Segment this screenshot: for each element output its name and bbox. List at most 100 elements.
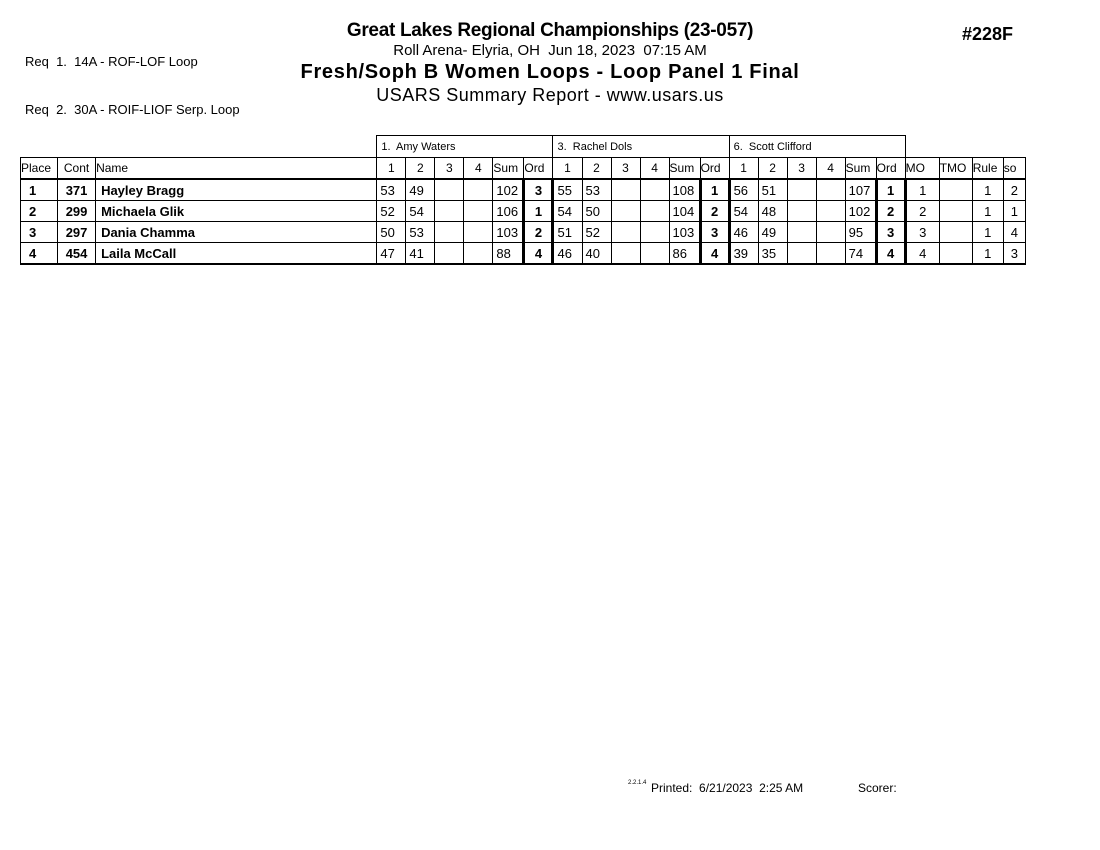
header-trial-2: 2	[757, 157, 788, 180]
sum-cell: 107	[844, 178, 877, 201]
so-cell: 1	[1002, 200, 1027, 222]
score-cell	[815, 221, 846, 243]
so-cell: 4	[1002, 221, 1027, 243]
so-cell: 2	[1002, 178, 1027, 201]
score-cell	[610, 200, 641, 222]
score-cell	[434, 242, 465, 265]
sum-cell: 74	[844, 242, 877, 265]
rule-cell: 1	[971, 200, 1004, 222]
sum-cell: 102	[492, 178, 525, 201]
score-cell: 49	[757, 221, 788, 243]
requirements-block: Req 1. 14A - ROF-LOF Loop Req 2. 30A - R…	[25, 22, 240, 134]
score-cell: 52	[581, 221, 612, 243]
so-cell: 3	[1002, 242, 1027, 265]
header-trial-1: 1	[728, 157, 759, 180]
ord-cell: 4	[522, 242, 555, 265]
score-cell: 53	[405, 221, 436, 243]
score-cell	[639, 221, 670, 243]
header-trial-3: 3	[786, 157, 817, 180]
header-trial-3: 3	[434, 157, 465, 180]
ord-cell: 4	[874, 242, 907, 265]
table-row: 4 454 Laila McCall 47 41 88 4 46 40 86 4 39 35 74 4 4 1 3	[19, 242, 1027, 265]
score-cell: 54	[405, 200, 436, 222]
column-header-row: Place Cont Name 1 2 3 4 Sum Ord 1 2 3 4 …	[19, 157, 1027, 180]
score-cell: 41	[405, 242, 436, 265]
header-trial-4: 4	[815, 157, 846, 180]
sum-cell: 103	[668, 221, 701, 243]
results-tbody: 1 371 Hayley Bragg 53 49 102 3 55 53 108 1 56 51 107 1…	[19, 178, 1027, 265]
name-cell: Laila McCall	[95, 242, 378, 265]
sum-cell: 102	[844, 200, 877, 222]
header-name: Name	[95, 157, 378, 180]
tmo-cell	[938, 221, 973, 243]
sum-cell: 104	[668, 200, 701, 222]
requirement-line-2: Req 2. 30A - ROIF-LIOF Serp. Loop	[25, 102, 240, 117]
place-cell: 2	[19, 200, 59, 222]
rule-cell: 1	[971, 221, 1004, 243]
header-trial-3: 3	[610, 157, 641, 180]
ord-cell: 3	[522, 178, 555, 201]
score-cell	[463, 200, 494, 222]
header-sum: Sum	[668, 157, 701, 180]
score-cell	[815, 200, 846, 222]
header-sum: Sum	[492, 157, 525, 180]
sum-cell: 95	[844, 221, 877, 243]
score-cell	[434, 200, 465, 222]
rule-cell: 1	[971, 242, 1004, 265]
score-cell	[610, 178, 641, 201]
score-cell: 46	[728, 221, 759, 243]
ord-cell: 2	[698, 200, 731, 222]
score-cell: 47	[376, 242, 407, 265]
event-title: Fresh/Soph B Women Loops - Loop Panel 1 …	[300, 61, 800, 83]
sum-cell: 88	[492, 242, 525, 265]
mo-cell: 3	[904, 221, 940, 243]
score-cell	[786, 178, 817, 201]
header-cont: Cont	[57, 157, 97, 180]
score-cell	[786, 242, 817, 265]
ord-cell: 3	[698, 221, 731, 243]
score-cell: 54	[552, 200, 583, 222]
header-tmo: TMO	[938, 157, 973, 180]
tmo-cell	[938, 200, 973, 222]
report-type-line: USARS Summary Report - www.usars.us	[376, 85, 724, 105]
score-cell: 53	[581, 178, 612, 201]
header-trial-1: 1	[552, 157, 583, 180]
place-cell: 1	[19, 178, 59, 201]
header-trial-4: 4	[639, 157, 670, 180]
score-cell	[815, 178, 846, 201]
table-row: 1 371 Hayley Bragg 53 49 102 3 55 53 108 1 56 51 107 1…	[19, 178, 1027, 201]
header-so: so	[1002, 157, 1027, 180]
header-ord: Ord	[875, 157, 906, 180]
score-cell: 50	[376, 221, 407, 243]
score-cell	[463, 242, 494, 265]
place-cell: 3	[19, 221, 59, 243]
score-cell: 53	[376, 178, 407, 201]
report-header: Great Lakes Regional Championships (23-0…	[0, 20, 1100, 106]
score-cell: 50	[581, 200, 612, 222]
ord-cell: 1	[522, 200, 555, 222]
header-trial-2: 2	[405, 157, 436, 180]
software-version: 2.2.1.4	[628, 780, 647, 786]
results-table: 1. Amy Waters 3. Rachel Dols 6. Scott Cl…	[19, 135, 1027, 265]
score-cell	[639, 200, 670, 222]
score-cell: 49	[405, 178, 436, 201]
name-cell: Dania Chamma	[95, 221, 378, 243]
ord-cell: 4	[698, 242, 731, 265]
score-cell	[786, 200, 817, 222]
header-ord: Ord	[699, 157, 730, 180]
name-cell: Michaela Glik	[95, 200, 378, 222]
score-cell: 48	[757, 200, 788, 222]
score-cell: 56	[728, 178, 759, 201]
score-cell	[639, 178, 670, 201]
header-ord: Ord	[523, 157, 554, 180]
score-cell: 51	[552, 221, 583, 243]
sum-cell: 108	[668, 178, 701, 201]
tmo-cell	[938, 242, 973, 265]
ord-cell: 1	[874, 178, 907, 201]
judge-name-2: 3. Rachel Dols	[552, 135, 730, 158]
cont-cell: 454	[57, 242, 97, 265]
judge-name-3: 6. Scott Clifford	[728, 135, 906, 158]
score-cell: 51	[757, 178, 788, 201]
score-cell	[786, 221, 817, 243]
score-cell: 55	[552, 178, 583, 201]
